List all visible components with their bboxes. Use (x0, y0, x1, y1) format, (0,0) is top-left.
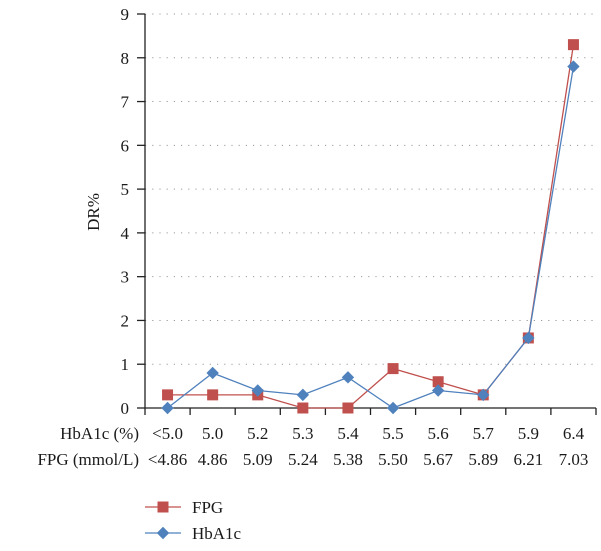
x-row-label: HbA1c (%) (60, 424, 139, 443)
x-row-label: FPG (mmol/L) (37, 450, 139, 469)
y-tick-label: 5 (121, 180, 130, 199)
x-tick-label: 5.09 (243, 450, 273, 469)
x-tick-label: 5.24 (288, 450, 318, 469)
x-tick-label: <5.0 (152, 424, 183, 443)
x-tick-label: 6.4 (563, 424, 585, 443)
y-axis-label: DR% (84, 193, 103, 231)
y-tick-label: 8 (121, 49, 130, 68)
x-tick-label: 5.50 (378, 450, 408, 469)
x-tick-label: 5.6 (428, 424, 449, 443)
y-tick-label: 9 (121, 5, 130, 24)
legend-label: FPG (192, 498, 223, 517)
x-tick-label: 5.5 (382, 424, 403, 443)
legend-marker (157, 501, 169, 513)
x-tick-label: 5.2 (247, 424, 268, 443)
data-point (207, 389, 219, 401)
x-tick-label: 5.3 (292, 424, 313, 443)
x-tick-label: 4.86 (198, 450, 228, 469)
data-point (567, 60, 580, 73)
data-point (431, 384, 445, 397)
series-line (167, 66, 575, 409)
x-tick-label: 5.38 (333, 450, 363, 469)
data-point (251, 384, 264, 397)
y-ticks: 0 1 2 3 4 5 6 7 8 9 (121, 5, 145, 418)
data-point (341, 371, 355, 384)
series-fpg (162, 39, 579, 414)
legend: FPG HbA1c (145, 498, 242, 543)
x-tick-label: 5.89 (468, 450, 498, 469)
x-tick-label: 5.67 (423, 450, 453, 469)
data-point (296, 388, 310, 402)
data-point (522, 331, 535, 345)
data-point (387, 363, 399, 375)
y-tick-label: 4 (121, 224, 130, 243)
series (161, 39, 580, 415)
legend-item: FPG (145, 498, 223, 517)
series-line (167, 44, 575, 409)
data-point (477, 388, 490, 402)
y-tick-label: 0 (121, 399, 130, 418)
x-tick-label: 5.9 (518, 424, 539, 443)
data-point (297, 402, 309, 414)
x-tick-label: 5.4 (337, 424, 359, 443)
y-tick-label: 2 (121, 311, 130, 330)
legend-marker (156, 526, 170, 540)
grid (145, 13, 596, 365)
data-point (342, 402, 354, 414)
x-category-rows: HbA1c (%) <5.0 5.0 5.2 5.3 5.4 5.5 5.6 5.7 5.9 6.4… (37, 408, 597, 469)
data-point (206, 366, 219, 380)
legend-label: HbA1c (192, 524, 242, 543)
y-tick-label: 3 (121, 268, 130, 287)
x-tick-label: 5.0 (202, 424, 223, 443)
data-point (162, 389, 174, 401)
data-point (386, 401, 400, 415)
y-tick-label: 1 (121, 355, 130, 374)
x-tick-label: <4.86 (148, 450, 187, 469)
data-point (432, 376, 444, 388)
axes (144, 14, 596, 409)
data-point (161, 401, 174, 415)
data-point (567, 39, 579, 51)
x-tick-label: 6.21 (513, 450, 543, 469)
series-hba1c (161, 60, 580, 415)
y-tick-label: 6 (121, 136, 130, 155)
x-tick-label: 7.03 (559, 450, 589, 469)
x-tick-label: 5.7 (473, 424, 495, 443)
legend-item: HbA1c (145, 524, 242, 543)
y-tick-label: 7 (121, 93, 130, 112)
